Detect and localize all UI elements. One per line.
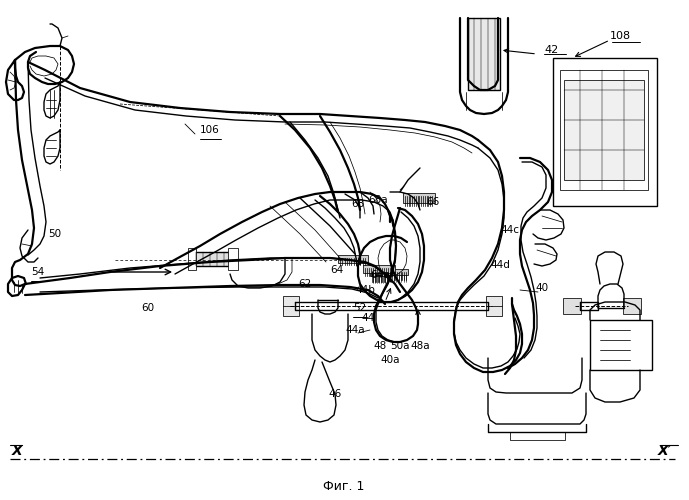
Bar [370, 270, 390, 276]
Bar [563, 298, 581, 314]
Bar [363, 265, 395, 273]
Bar [564, 80, 644, 180]
Text: 52: 52 [353, 303, 367, 313]
Text: 64: 64 [330, 265, 344, 275]
Text: 62: 62 [298, 279, 311, 289]
Bar [283, 296, 299, 316]
Text: 66: 66 [426, 197, 440, 207]
Text: Фиг. 1: Фиг. 1 [323, 480, 364, 494]
Bar [388, 269, 408, 275]
Text: X: X [12, 444, 23, 458]
Bar [560, 70, 648, 190]
Text: X′: X′ [657, 444, 672, 458]
Bar [192, 252, 230, 266]
Text: 48: 48 [373, 341, 387, 351]
Text: 54: 54 [32, 267, 45, 277]
Text: 40: 40 [535, 283, 548, 293]
Bar [338, 255, 368, 263]
Text: 68: 68 [351, 199, 364, 209]
Text: 68a: 68a [368, 195, 388, 205]
Text: 44d: 44d [490, 260, 510, 270]
Text: 44b: 44b [355, 285, 375, 295]
Bar [623, 298, 641, 314]
Bar [403, 193, 435, 203]
Text: 64a: 64a [370, 270, 390, 280]
Text: 42: 42 [545, 45, 559, 55]
Bar [188, 248, 196, 270]
Text: 44c: 44c [500, 225, 520, 235]
Text: 44a: 44a [345, 325, 364, 335]
Text: 60: 60 [141, 303, 154, 313]
Text: 46: 46 [329, 389, 342, 399]
Text: 50: 50 [48, 229, 61, 239]
Bar [468, 18, 500, 90]
Text: 50a: 50a [390, 341, 410, 351]
Bar [228, 248, 238, 270]
Bar [486, 296, 502, 316]
Text: 106: 106 [200, 125, 220, 135]
Text: 108: 108 [610, 31, 630, 41]
Text: 44: 44 [361, 313, 375, 323]
Text: 40a: 40a [380, 355, 400, 365]
Text: 48a: 48a [410, 341, 430, 351]
Bar [590, 320, 652, 370]
Bar [553, 58, 657, 206]
